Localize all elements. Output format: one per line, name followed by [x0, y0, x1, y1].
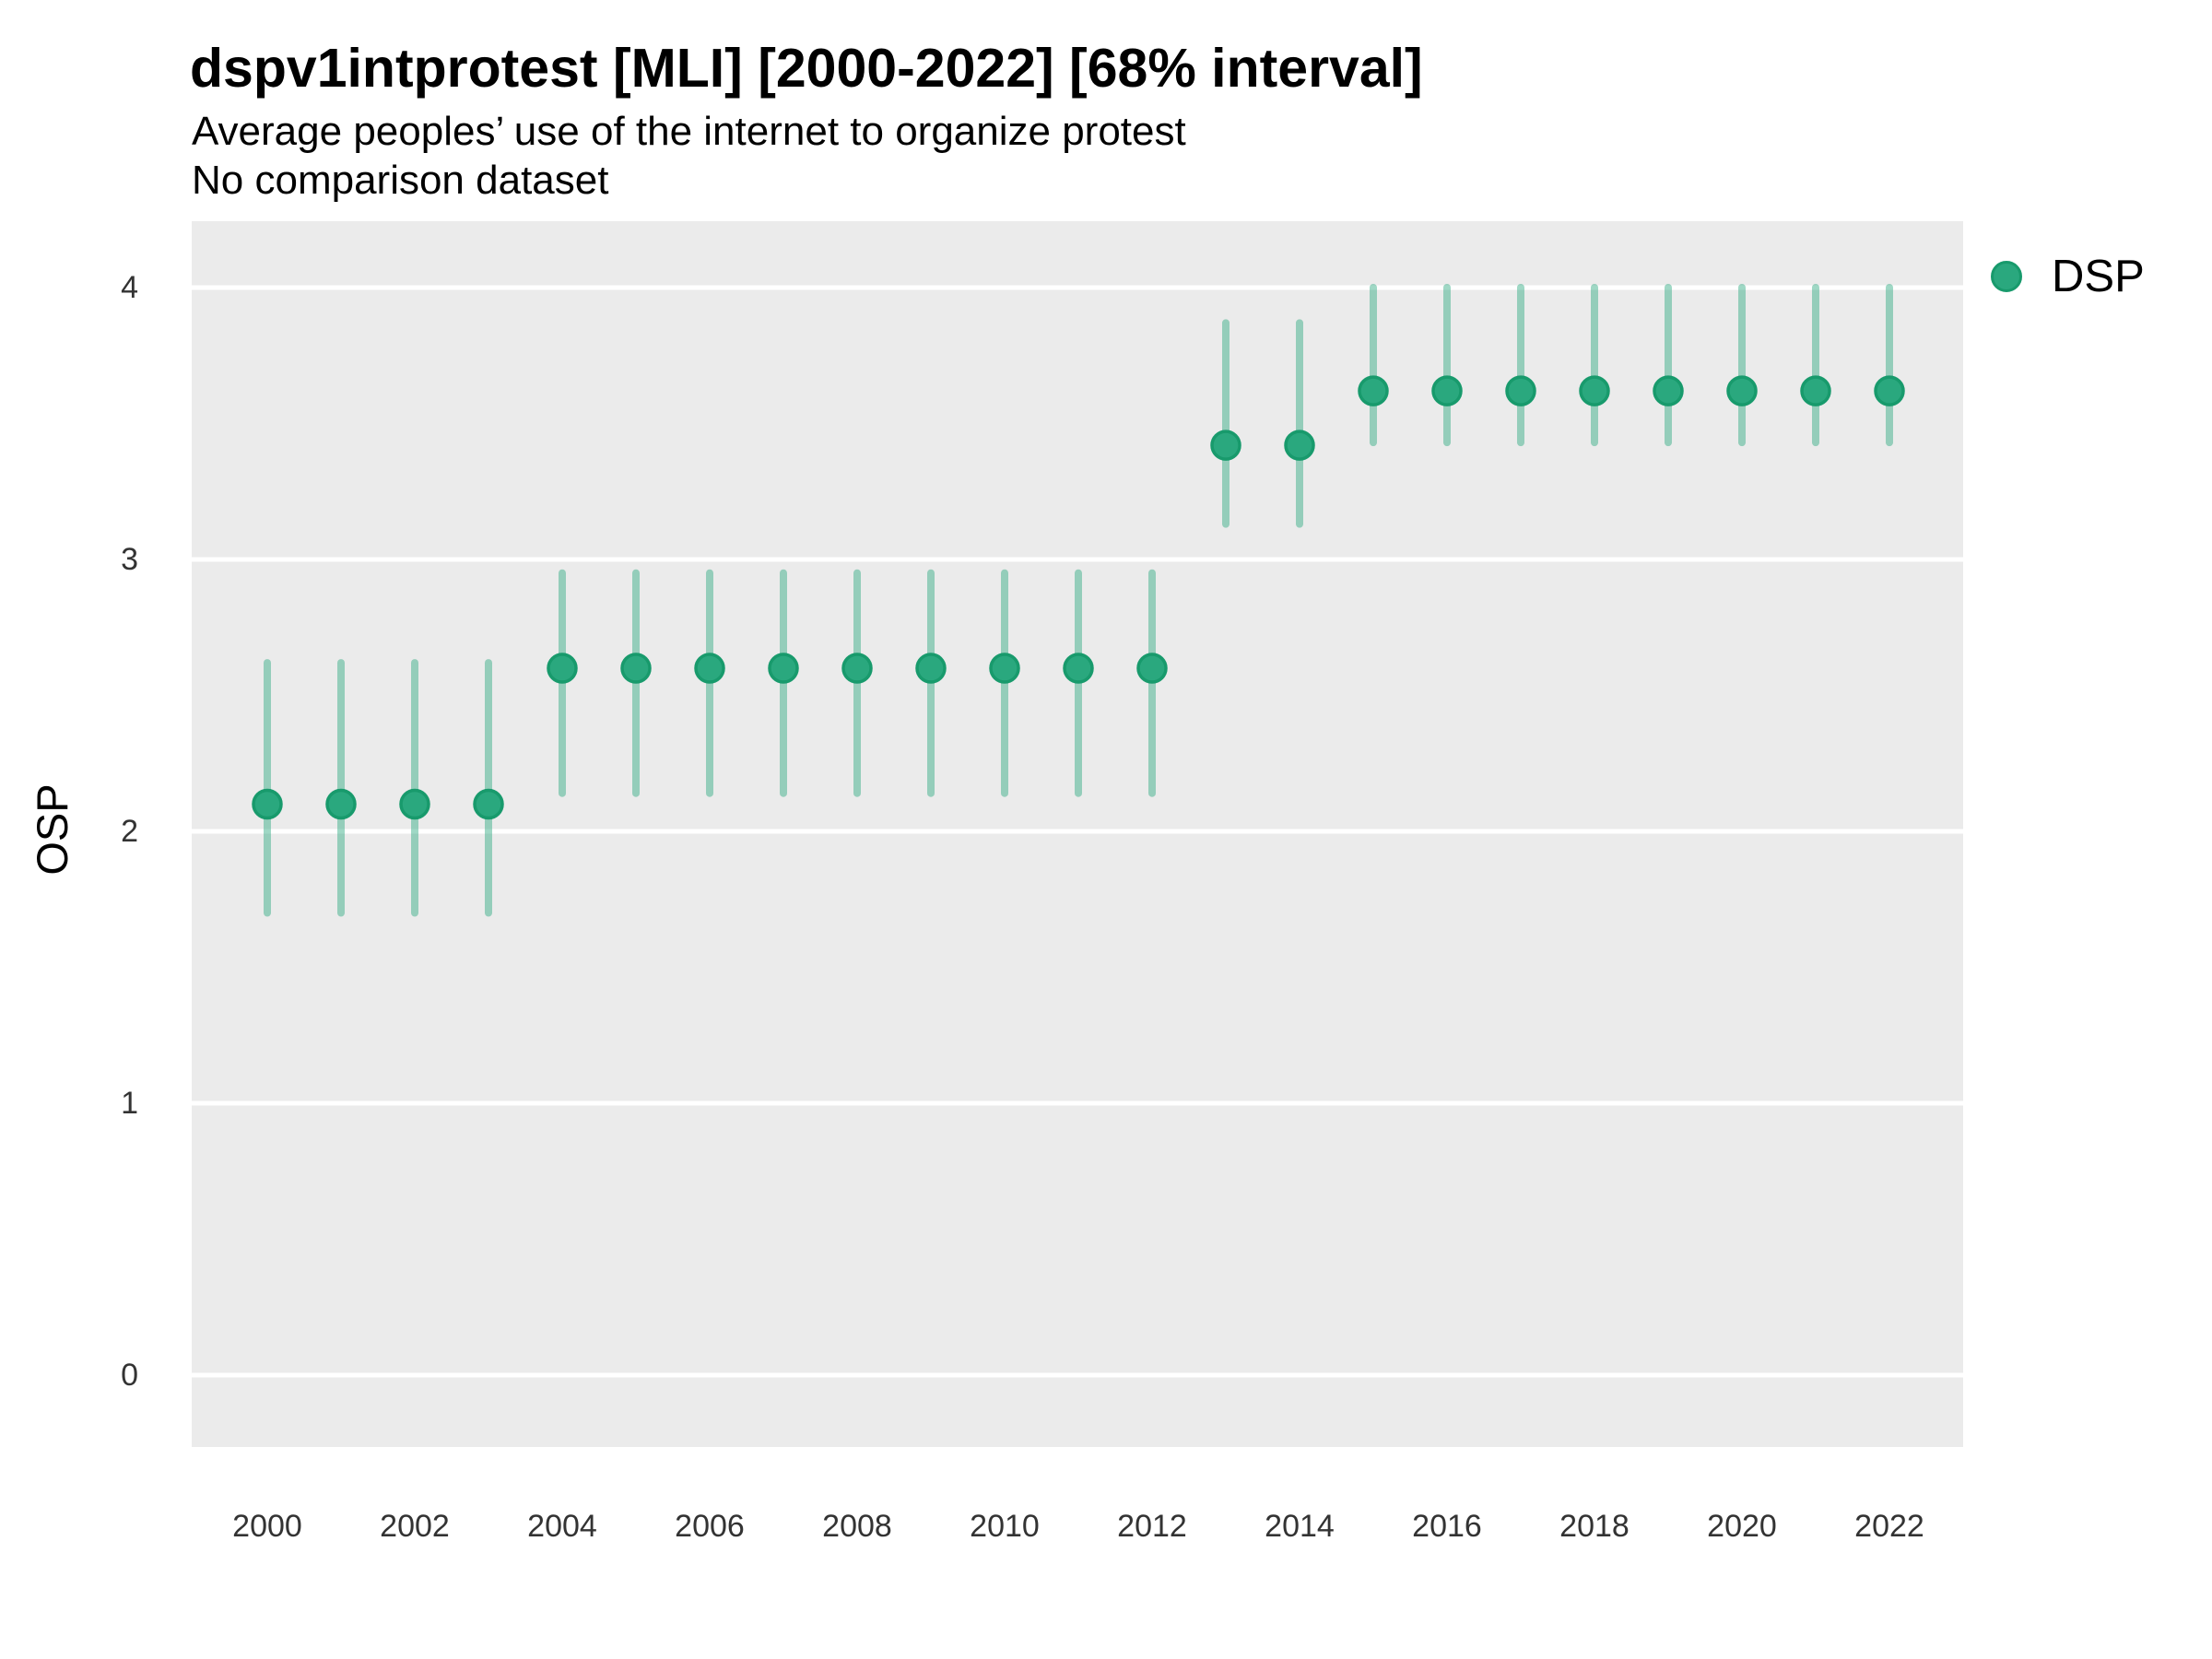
point-marker-2012: [1136, 653, 1168, 684]
x-tick-label-2010: 2010: [970, 1509, 1040, 1544]
point-marker-2000: [252, 788, 283, 820]
x-tick-label-2006: 2006: [675, 1509, 745, 1544]
legend-point-icon: [1991, 261, 2022, 292]
point-marker-2008: [841, 653, 873, 684]
y-tick-label-3: 3: [121, 542, 138, 577]
point-marker-2016: [1431, 375, 1463, 406]
point-marker-2017: [1505, 375, 1536, 406]
legend-item-label: DSP: [2052, 252, 2145, 301]
point-marker-2009: [915, 653, 947, 684]
point-marker-2002: [399, 788, 430, 820]
point-marker-2018: [1579, 375, 1610, 406]
y-tick-label-1: 1: [121, 1086, 138, 1121]
chart-subtitle: Average peoples’ use of the internet to …: [192, 109, 1186, 154]
point-marker-2005: [620, 653, 652, 684]
x-tick-label-2002: 2002: [380, 1509, 450, 1544]
legend: DSP: [1991, 247, 2203, 306]
point-marker-2020: [1726, 375, 1758, 406]
y-tick-label-0: 0: [121, 1358, 138, 1393]
y-tick-label-2: 2: [121, 814, 138, 849]
x-tick-label-2020: 2020: [1707, 1509, 1777, 1544]
point-marker-2001: [325, 788, 357, 820]
point-marker-2003: [473, 788, 504, 820]
plot-panel: [192, 221, 1963, 1447]
point-marker-2007: [768, 653, 799, 684]
x-tick-label-2022: 2022: [1854, 1509, 1924, 1544]
x-tick-label-2012: 2012: [1117, 1509, 1187, 1544]
point-marker-2014: [1284, 429, 1315, 461]
point-marker-2010: [989, 653, 1020, 684]
chart-subtitle-line2: No comparison dataset: [192, 158, 609, 203]
point-marker-2013: [1210, 429, 1241, 461]
chart-title: dspv1intprotest [MLI] [2000-2022] [68% i…: [190, 38, 1423, 99]
point-marker-2006: [694, 653, 725, 684]
x-tick-label-2016: 2016: [1412, 1509, 1482, 1544]
x-tick-label-2018: 2018: [1559, 1509, 1630, 1544]
y-tick-label-4: 4: [121, 270, 138, 305]
x-tick-label-2004: 2004: [527, 1509, 597, 1544]
point-marker-2021: [1800, 375, 1831, 406]
x-tick-label-2008: 2008: [822, 1509, 892, 1544]
point-marker-2015: [1358, 375, 1389, 406]
x-tick-label-2000: 2000: [232, 1509, 302, 1544]
point-marker-2011: [1063, 653, 1094, 684]
point-marker-2019: [1653, 375, 1684, 406]
point-marker-2022: [1874, 375, 1905, 406]
x-tick-label-2014: 2014: [1265, 1509, 1335, 1544]
point-marker-2004: [547, 653, 578, 684]
